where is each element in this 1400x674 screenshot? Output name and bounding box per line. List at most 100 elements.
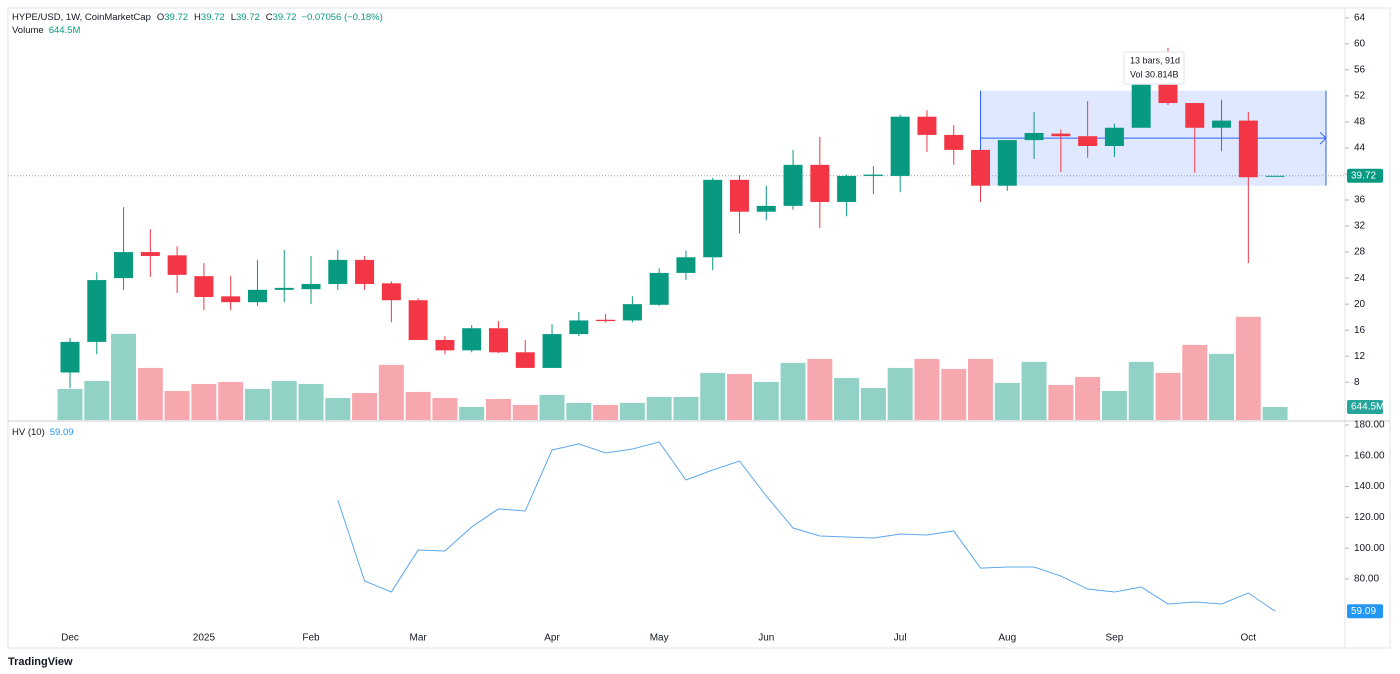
candle-body [381, 283, 401, 301]
candle-body [1104, 127, 1124, 146]
candle-body [890, 116, 910, 176]
x-tick-label: Apr [544, 633, 560, 644]
volume-bar [834, 377, 860, 420]
y-tick-label: 120.00 [1354, 512, 1385, 523]
volume-bar [1262, 406, 1288, 420]
frame [7, 7, 1391, 649]
volume-bar [164, 390, 190, 420]
candle-body [1024, 132, 1044, 141]
volume-bar [432, 397, 458, 420]
hv-line [337, 441, 1276, 612]
ohlc-key: L [231, 12, 236, 23]
volume-bar [646, 396, 672, 420]
volume-bar [941, 368, 967, 420]
candle-body [944, 134, 964, 150]
hv-badge-bg [1347, 604, 1383, 619]
candle-body [622, 304, 642, 321]
candle-body [140, 252, 160, 256]
candle-body [194, 276, 214, 297]
volume-bar [352, 392, 378, 420]
volume-bar [1182, 344, 1208, 420]
volume-value: 644.5M [49, 25, 81, 36]
volume-bar [459, 406, 485, 420]
candle-body [1158, 84, 1178, 104]
candle-body [542, 334, 562, 368]
candle-body [462, 328, 482, 351]
x-tick-label: 2025 [193, 633, 216, 644]
candle-body [649, 272, 669, 305]
volume-bar [753, 381, 779, 420]
volume-bar [405, 391, 431, 420]
volume-bar [1021, 361, 1047, 420]
volume-bar [860, 387, 886, 420]
volume-bar [512, 404, 538, 420]
candle-body [515, 352, 535, 368]
candle-body [676, 257, 696, 273]
ohlc-value: 39.72 [273, 12, 297, 23]
ohlc-key: C [266, 12, 273, 23]
y-tick-label: 180.00 [1354, 420, 1385, 431]
y-tick-label: 80.00 [1354, 574, 1379, 585]
volume-bar [191, 383, 217, 420]
candle-body [274, 287, 294, 290]
hv-badge: 59.09 [1351, 606, 1376, 617]
ohlc-key: O [157, 12, 164, 23]
candle-body [810, 164, 830, 202]
y-tick-label: 28 [1354, 247, 1366, 258]
volume-bar [727, 373, 752, 420]
candle-body [863, 174, 883, 176]
volume-bar [244, 388, 270, 420]
candle-body [1051, 133, 1071, 137]
measure-arrowhead [1319, 131, 1327, 145]
x-tick-label: Jun [758, 633, 774, 644]
y-tick-label: 36 [1354, 195, 1366, 206]
volume-bar [914, 358, 940, 420]
change: −0.07056 (−0.18%) [301, 12, 382, 23]
candle-body [328, 259, 348, 284]
ohlc-value: 39.72 [164, 12, 188, 23]
legend-hv: HV (10) 59.09 [12, 427, 74, 438]
volume-bar [1075, 376, 1101, 420]
y-tick-label: 16 [1354, 325, 1366, 336]
candle-body [435, 339, 455, 351]
candle-body [87, 280, 107, 342]
candle-body [408, 300, 428, 340]
y-tick-label: 60 [1354, 38, 1366, 49]
volume-bar [887, 367, 913, 420]
volume-bar [539, 394, 565, 420]
volume-bar [994, 382, 1020, 420]
candle-body [730, 179, 749, 212]
y-tick-label: 48 [1354, 117, 1366, 128]
hv-value: 59.09 [50, 427, 74, 438]
y-tick-label: 140.00 [1354, 481, 1385, 492]
volume-bar [84, 380, 110, 420]
volume-bar [593, 404, 619, 420]
y-tick-label: 20 [1354, 299, 1366, 310]
tooltip-bars: 13 bars, 91d [1130, 55, 1180, 65]
volume-bar [271, 380, 297, 420]
volume-name: Volume [12, 25, 44, 36]
volume-bar [1101, 390, 1127, 420]
y-tick-label: 100.00 [1354, 543, 1385, 554]
candle-body [1238, 120, 1258, 178]
volume-bar [137, 367, 163, 420]
x-tick-label: Oct [1241, 633, 1257, 644]
candle-body [1212, 120, 1232, 128]
volume-bar [1155, 372, 1181, 420]
volume-bar [673, 396, 699, 420]
candle-body [1131, 84, 1151, 128]
x-tick-label: Dec [61, 633, 79, 644]
y-tick-label: 56 [1354, 64, 1366, 75]
volume-bar [1128, 361, 1154, 420]
volume-bar [700, 372, 726, 420]
hv-name: HV (10) [12, 427, 45, 438]
x-tick-label: Sep [1106, 633, 1124, 644]
tooltip-vol: Vol 30.814B [1130, 69, 1179, 79]
volume-bar [780, 362, 806, 420]
candle-body [221, 296, 241, 303]
tooltip-bg [1123, 51, 1185, 85]
ohlc-value: 39.72 [201, 12, 225, 23]
candle-body [596, 319, 616, 322]
y-tick-label: 32 [1354, 221, 1366, 232]
